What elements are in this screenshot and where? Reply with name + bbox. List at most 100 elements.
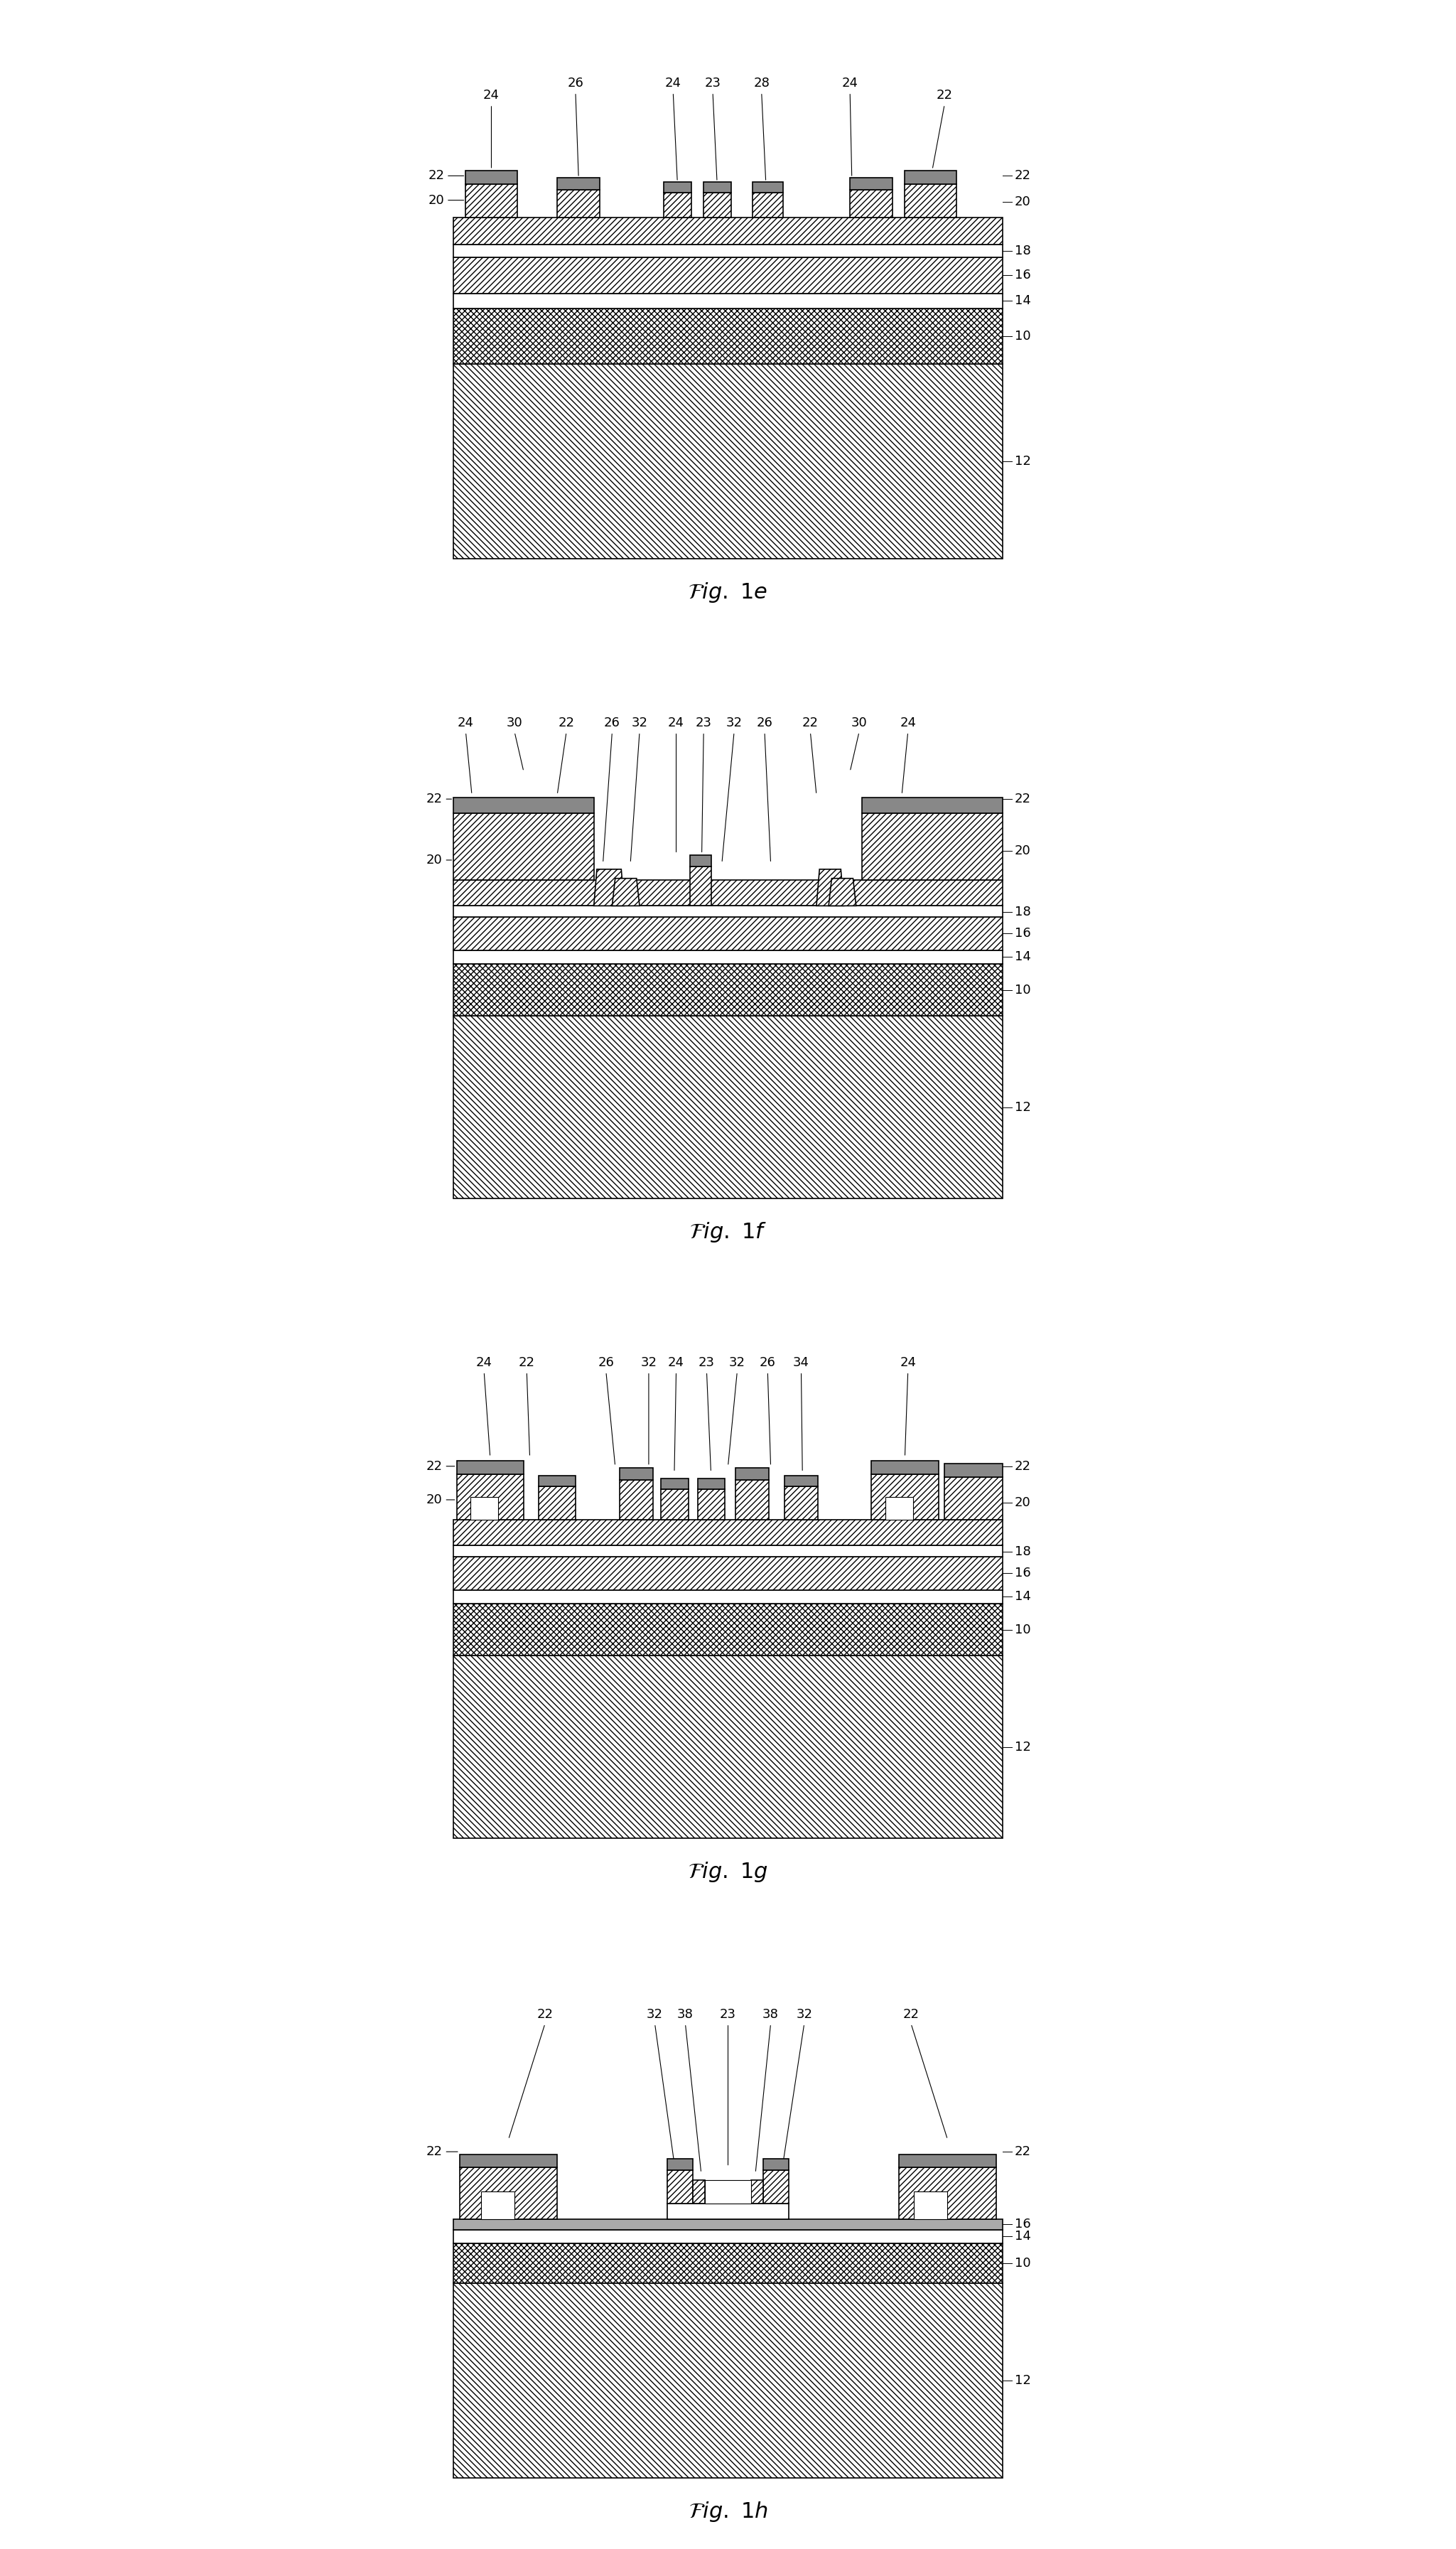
Bar	[480, 2192, 514, 2218]
Text: 22: 22	[427, 1461, 443, 1473]
Bar	[735, 1481, 769, 1519]
Bar	[785, 1486, 818, 1519]
Text: 14: 14	[1015, 296, 1031, 308]
Text: 16: 16	[1015, 268, 1031, 280]
Bar	[453, 964, 1003, 1015]
Text: 26: 26	[598, 1356, 614, 1369]
Bar	[705, 2179, 751, 2202]
Text: 12: 12	[1015, 1101, 1031, 1114]
Text: 12: 12	[1015, 454, 1031, 469]
Text: 24: 24	[476, 1356, 492, 1369]
Bar	[460, 2167, 558, 2218]
Bar	[904, 184, 957, 217]
Bar	[703, 194, 731, 217]
Text: 26: 26	[568, 76, 584, 89]
Text: 32: 32	[632, 716, 648, 729]
Bar	[904, 171, 957, 184]
Bar	[703, 181, 731, 194]
Text: 12: 12	[1015, 1741, 1031, 1754]
Bar	[453, 918, 1003, 951]
Text: 30: 30	[507, 716, 523, 729]
Bar	[453, 951, 1003, 964]
Text: 32: 32	[646, 2009, 662, 2021]
Text: 10: 10	[1015, 1624, 1031, 1636]
Bar	[453, 905, 1003, 918]
Bar	[693, 2179, 705, 2202]
Text: 24: 24	[665, 76, 681, 89]
Text: 10: 10	[1015, 2256, 1031, 2269]
Bar	[620, 1468, 654, 1481]
Text: 32: 32	[796, 2009, 812, 2021]
Bar	[751, 2179, 763, 2202]
Bar	[539, 1476, 575, 1486]
Bar	[862, 798, 1003, 813]
Text: 22: 22	[903, 2009, 919, 2021]
Text: 16: 16	[1015, 1568, 1031, 1580]
Text: 24: 24	[483, 89, 499, 102]
Bar	[850, 189, 893, 217]
Bar	[898, 2167, 996, 2218]
Bar	[453, 293, 1003, 308]
Bar	[690, 867, 711, 905]
Bar	[898, 2154, 996, 2167]
Bar	[453, 2218, 1003, 2230]
Text: 22: 22	[936, 89, 952, 102]
Text: 32: 32	[641, 1356, 657, 1369]
Bar	[453, 1591, 1003, 1603]
Text: 14: 14	[1015, 2230, 1031, 2243]
Bar	[862, 813, 1003, 879]
Bar	[453, 257, 1003, 293]
Text: 22: 22	[802, 716, 818, 729]
Bar	[453, 308, 1003, 365]
Text: 30: 30	[852, 716, 868, 729]
Text: 24: 24	[457, 716, 473, 729]
Polygon shape	[612, 879, 639, 905]
Text: 18: 18	[1015, 905, 1031, 918]
Bar	[945, 1478, 1003, 1519]
Text: 18: 18	[1015, 1545, 1031, 1557]
Text: 20: 20	[427, 1494, 443, 1506]
Bar	[620, 1481, 654, 1519]
Bar	[735, 1468, 769, 1481]
Bar	[453, 1519, 1003, 1545]
Bar	[453, 1545, 1003, 1557]
Text: 24: 24	[900, 716, 916, 729]
Text: 12: 12	[1015, 2373, 1031, 2386]
Text: 22: 22	[1015, 2146, 1031, 2159]
Bar	[667, 2169, 693, 2202]
Bar	[453, 1015, 1003, 1198]
Text: 23: 23	[719, 2009, 737, 2021]
Text: 16: 16	[1015, 928, 1031, 941]
Text: 22: 22	[518, 1356, 534, 1369]
Bar	[453, 1603, 1003, 1654]
Bar	[460, 2154, 558, 2167]
Bar	[667, 2159, 693, 2169]
Text: 22: 22	[428, 168, 444, 181]
Bar	[697, 1478, 725, 1489]
Bar	[453, 2243, 1003, 2284]
Bar	[785, 1476, 818, 1486]
Polygon shape	[594, 869, 625, 905]
Bar	[661, 1478, 689, 1489]
Text: 32: 32	[727, 716, 743, 729]
Bar	[690, 856, 711, 867]
Text: 16: 16	[1015, 2218, 1031, 2230]
Text: 38: 38	[677, 2009, 693, 2021]
Text: $\mathcal{F}ig.\ 1g$: $\mathcal{F}ig.\ 1g$	[687, 1861, 769, 1884]
Bar	[453, 2284, 1003, 2478]
Text: 26: 26	[757, 716, 773, 729]
Text: 26: 26	[604, 716, 620, 729]
Text: 34: 34	[794, 1356, 810, 1369]
Text: 23: 23	[699, 1356, 715, 1369]
Text: 10: 10	[1015, 329, 1031, 342]
Text: 18: 18	[1015, 245, 1031, 257]
Bar	[850, 178, 893, 189]
Text: 14: 14	[1015, 951, 1031, 964]
Bar	[763, 2169, 789, 2202]
Bar	[453, 1557, 1003, 1591]
Bar	[466, 184, 517, 217]
Bar	[558, 189, 600, 217]
Text: 23: 23	[696, 716, 712, 729]
Bar	[470, 1496, 498, 1519]
Bar	[453, 798, 594, 813]
